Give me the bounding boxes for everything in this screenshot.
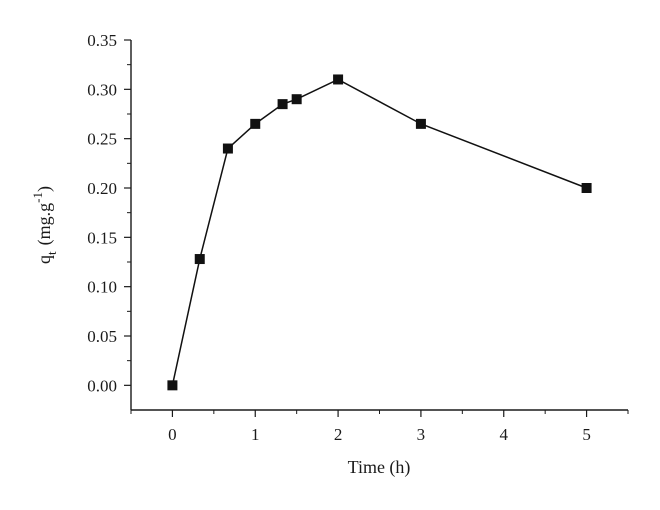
x-tick-label: 2 xyxy=(334,425,343,444)
data-point-marker xyxy=(277,99,288,110)
x-tick-label: 4 xyxy=(500,425,509,444)
data-point-marker xyxy=(291,94,302,105)
y-tick-label: 0.10 xyxy=(87,278,117,297)
y-tick-label: 0.00 xyxy=(87,376,117,395)
y-tick-label: 0.05 xyxy=(87,327,117,346)
data-point-marker xyxy=(581,183,592,193)
y-axis-title-subscript: t xyxy=(44,251,59,255)
data-point-marker xyxy=(167,380,178,391)
data-point-marker xyxy=(222,143,233,154)
x-tick-label: 5 xyxy=(582,425,591,444)
y-axis-title: qt (mg.g-1) xyxy=(30,186,59,264)
markers xyxy=(167,74,592,391)
x-tick-label: 1 xyxy=(251,425,260,444)
y-axis-title-close: ) xyxy=(34,186,55,192)
data-point-marker xyxy=(250,118,261,129)
y-tick-label: 0.35 xyxy=(87,31,117,50)
x-ticks: 0 1 2 3 4 5 xyxy=(130,410,629,444)
y-tick-label: 0.20 xyxy=(87,179,117,198)
y-ticks: 0.00 0.05 0.10 0.15 0.20 0.25 0.30 0.35 xyxy=(87,31,131,395)
y-axis-title-unit: (mg.g xyxy=(34,203,55,246)
y-tick-label: 0.25 xyxy=(87,130,117,149)
x-axis-title: Time (h) xyxy=(348,457,411,478)
axes xyxy=(130,40,628,411)
y-tick-label: 0.15 xyxy=(87,228,117,247)
x-tick-label: 3 xyxy=(417,425,426,444)
data-point-marker xyxy=(415,118,426,129)
series-line xyxy=(171,78,587,386)
y-axis-title-superscript: -1 xyxy=(30,192,45,203)
plot-area xyxy=(167,74,592,391)
data-point-marker xyxy=(194,254,205,265)
x-tick-label: 0 xyxy=(168,425,177,444)
data-point-marker xyxy=(333,74,344,85)
y-tick-label: 0.30 xyxy=(87,80,117,99)
y-axis-title-main: q xyxy=(34,255,54,264)
